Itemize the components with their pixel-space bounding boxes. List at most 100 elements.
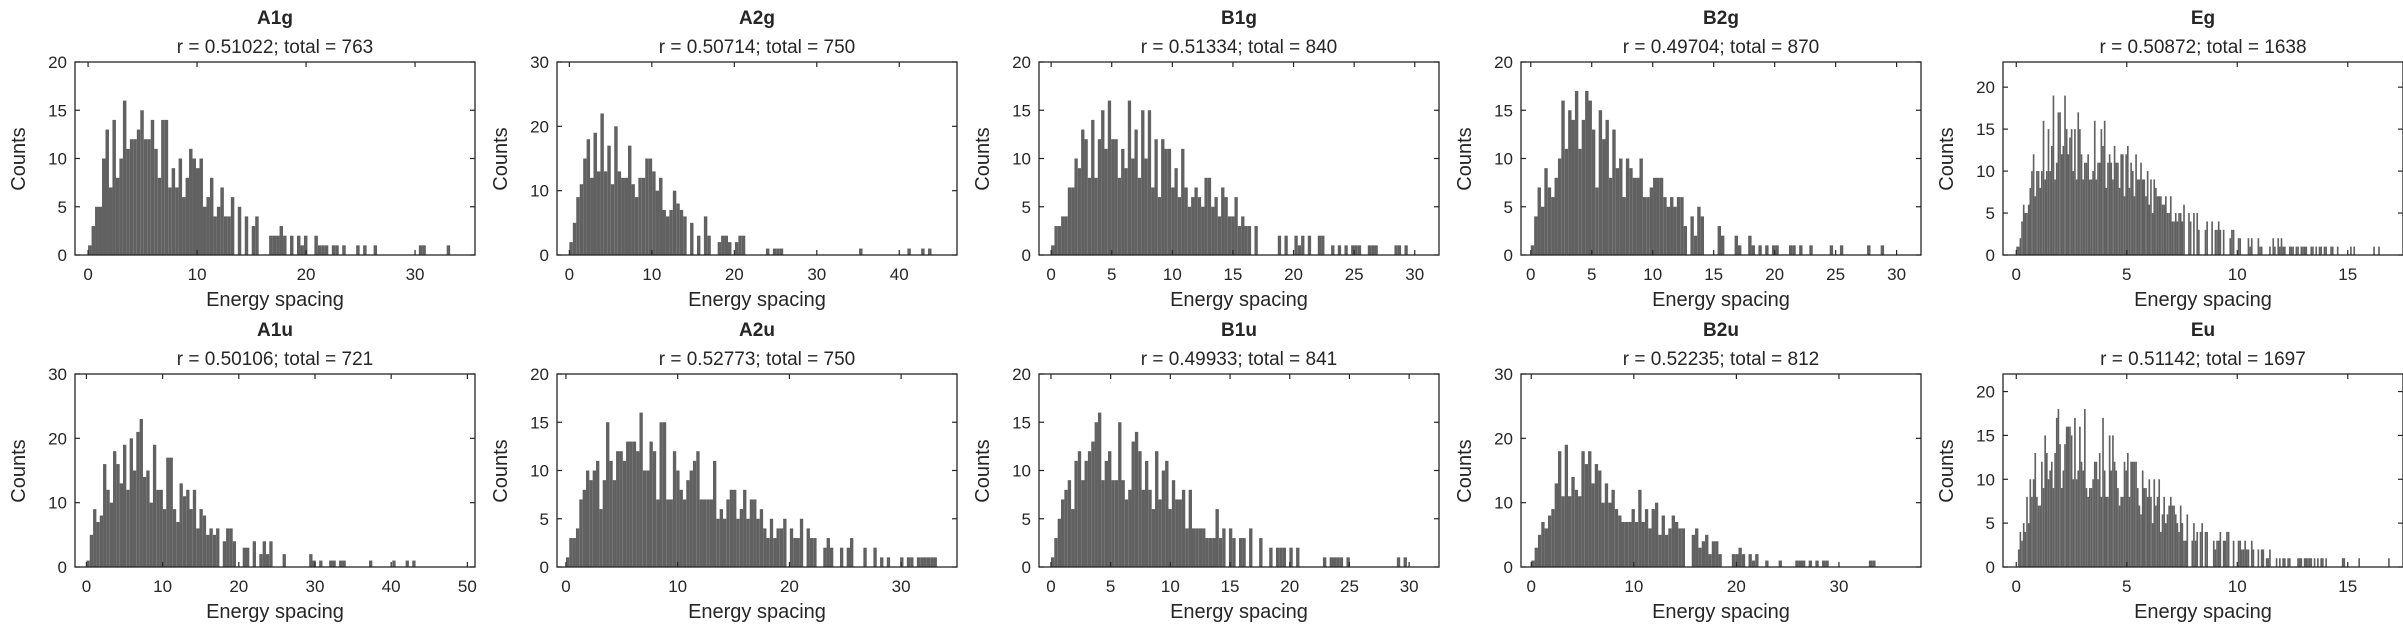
histogram-bar [2146,171,2149,255]
histogram-bar [2108,154,2111,255]
histogram-bar [2105,187,2108,255]
histogram-bar [749,499,754,567]
histogram-bar [2065,129,2068,255]
histogram-bar [1249,528,1253,567]
histogram-bar [2021,540,2023,567]
y-tick-label: 10 [1976,162,1995,181]
histogram-bar [259,554,263,567]
histogram-bar [2160,196,2162,255]
subplot-title: B2g [1703,8,1739,29]
y-tick-label: 15 [48,101,67,120]
histogram-bar [669,209,673,255]
histogram-bar [1188,489,1192,567]
histogram-bar [1605,119,1609,256]
histogram-bar [652,451,657,567]
histogram-bar [1171,480,1176,567]
histogram-bar [1717,226,1721,255]
histogram-bar [579,499,583,567]
x-tick-label: 25 [1826,265,1845,284]
histogram-bar [734,242,739,255]
histogram-bar [839,547,844,567]
histogram-bar [2156,496,2159,567]
histogram-bar [906,557,911,567]
x-tick-label: 20 [725,265,744,284]
histogram-bar [2165,523,2167,567]
histogram-bar [724,235,729,255]
histogram-bar [729,489,734,567]
subplot-B1u: 0 5 10 15 20 25 30 0 5 10 15 20 B1u r = 0.49933; tota… [972,320,1440,623]
y-tick-label: 0 [58,558,67,577]
histogram-bar [2161,204,2164,255]
histogram-bar [2090,488,2093,567]
histogram-bar [628,145,632,255]
histogram-bar [1191,197,1195,255]
histogram-bar [1591,483,1595,567]
histogram-bar [1668,528,1672,567]
histogram-bar [652,171,656,255]
histogram-bar [2032,479,2035,567]
histogram-bar [1397,245,1402,255]
histogram-bar [282,554,286,567]
histogram-bar [1649,187,1654,255]
histogram-bar [1205,538,1209,567]
histogram-bar [2219,229,2222,255]
x-tick-label: 10 [2228,577,2247,596]
x-tick-label: 40 [890,265,909,284]
histogram-bar [676,203,680,255]
histogram-bar [356,245,360,255]
histogram-bar [1608,502,1612,567]
histogram-bar [572,222,577,255]
histogram-bar [703,216,708,255]
x-tick-label: 10 [668,577,687,596]
histogram-bar [2070,129,2073,255]
histogram-bar [119,158,123,255]
histogram-bar [769,518,774,567]
histogram-bar [1531,560,1535,567]
histogram-bar [161,119,165,256]
histogram-bar [178,158,183,255]
histogram-bar [1057,518,1062,567]
histogram-bar [392,560,396,567]
histogram-bar [2093,461,2096,567]
subplot-title: B1u [1221,320,1257,341]
histogram-bar [1227,216,1232,255]
histogram-bar [880,557,884,567]
histogram-bar [1165,460,1169,567]
histogram-bar [276,235,280,255]
histogram-bar [603,171,608,255]
histogram-bar [624,177,628,255]
histogram-bar [196,168,200,255]
histogram-bar [2050,145,2053,255]
histogram-bar [2307,558,2309,567]
histogram-bar [2317,558,2319,567]
histogram-bar [2117,162,2119,255]
histogram-bar [1181,489,1186,567]
y-tick-label: 20 [1494,429,1513,448]
histogram-bar [689,470,693,567]
histogram-bar [216,528,220,567]
histogram-bar [1218,538,1223,567]
y-tick-label: 10 [1012,150,1031,169]
y-tick-label: 0 [1504,558,1513,577]
histogram-bar [886,557,891,567]
histogram-bar [1624,521,1629,567]
subplot-A1u: 0 10 20 30 40 50 0 10 20 30 A1u r = 0.50106; total … [8,320,477,623]
histogram-bar [1155,451,1159,567]
histogram-bar [106,489,110,567]
histogram-bar [2388,558,2390,567]
histogram-bar [1771,245,1776,255]
histogram-bar [665,216,670,255]
histogram-bar [2115,470,2118,567]
y-tick-label: 5 [540,510,549,529]
histogram-bar [582,489,586,567]
histogram-bar [314,235,318,255]
y-tick-label: 10 [1494,494,1513,513]
histogram-bar [1087,177,1092,255]
histogram-bar [2280,238,2283,255]
histogram-bar [585,470,590,567]
histogram-bar [772,248,777,255]
histogram-bar [2059,112,2061,255]
histogram-bar [2212,540,2215,567]
histogram-bar [2214,549,2217,567]
histogram-bar [269,235,273,255]
